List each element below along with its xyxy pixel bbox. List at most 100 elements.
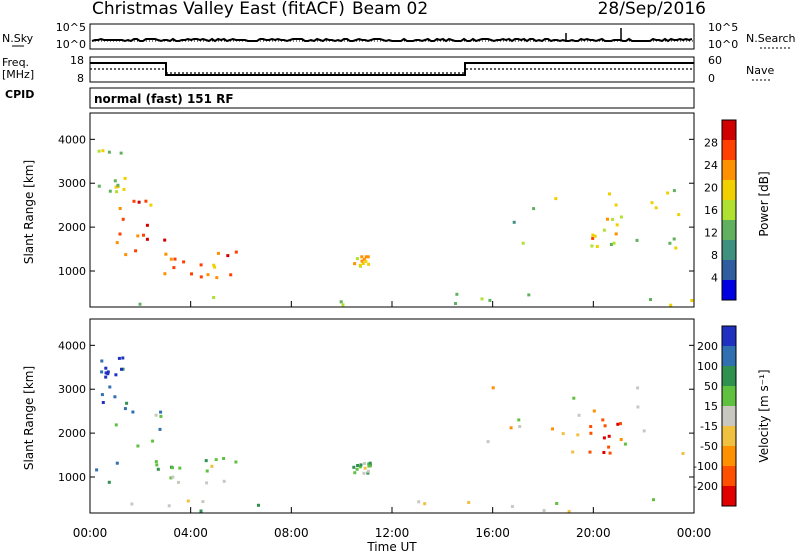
power-cell: [619, 215, 623, 219]
power-cell: [360, 259, 364, 263]
power-cell: [163, 272, 167, 276]
power-cell: [215, 276, 219, 280]
nave-series: [90, 68, 694, 74]
velocity-cell: [130, 502, 134, 506]
velocity-cell: [114, 373, 118, 377]
velocity-cell: [159, 410, 163, 414]
velocity-cell: [561, 432, 565, 436]
velocity-cell: [366, 469, 370, 473]
velocity-cell: [177, 480, 180, 484]
power-colorbar-label: Power [dB]: [757, 171, 771, 236]
x-tick-label: 00:00: [677, 526, 712, 540]
velocity-cell: [589, 431, 593, 435]
velocity-cell: [199, 509, 203, 513]
velocity-cells: [95, 356, 685, 513]
power-cell: [602, 228, 606, 232]
power-cell: [206, 273, 210, 277]
cpid-panel: [89, 87, 695, 109]
power-cell: [606, 217, 609, 221]
velocity-cell: [353, 471, 357, 475]
power-cell: [364, 255, 368, 259]
velocity-ytick-label: 2000: [58, 427, 86, 440]
power-cell: [134, 249, 138, 253]
power-cell: [113, 179, 117, 183]
power-colorbar-bin: [722, 280, 736, 301]
power-cell: [172, 266, 176, 270]
power-cell: [454, 302, 457, 305]
velocity-cell: [352, 465, 356, 469]
power-cell: [654, 206, 658, 210]
power-cell: [650, 201, 654, 205]
power-cell: [364, 259, 368, 263]
power-cell: [360, 255, 364, 259]
power-cell: [121, 217, 125, 221]
freq-tick-high: 18: [70, 54, 84, 67]
velocity-cell: [154, 413, 158, 417]
velocity-cell: [601, 418, 605, 422]
power-ytick-label: 3000: [58, 177, 86, 190]
power-cell: [97, 149, 101, 153]
power-cell: [212, 296, 216, 299]
power-ylabel: Slant Range [km]: [22, 160, 36, 264]
power-cell: [108, 189, 112, 193]
nave-tick-high: 60: [708, 54, 722, 67]
nsky-label: N.Sky: [2, 32, 34, 45]
velocity-cell: [155, 463, 159, 467]
velocity-cell: [115, 461, 119, 465]
station-title: Christmas Valley East (fitACF): [92, 0, 345, 19]
nsearch-label: N.Search: [746, 32, 796, 45]
power-colorbar-bin: [722, 120, 736, 141]
velocity-cell: [107, 480, 111, 484]
power-cell: [367, 262, 371, 266]
velocity-cell: [510, 505, 514, 508]
power-panel: 4000 3000 2000 1000 Slant Range [km] 28 24 20…: [22, 112, 771, 308]
power-cell: [614, 232, 618, 236]
power-cell: [669, 303, 673, 307]
velocity-cell: [100, 370, 104, 374]
power-cell: [145, 237, 149, 241]
power-cell: [591, 236, 595, 240]
cpid-label: CPID: [5, 88, 34, 101]
power-cell: [591, 233, 595, 237]
velocity-cell: [368, 461, 372, 465]
power-colorbar-tick: 24: [704, 159, 718, 172]
power-cell: [668, 241, 672, 245]
power-cell: [213, 265, 217, 269]
velocity-colorbar-bin: [722, 406, 736, 427]
velocity-cell: [509, 426, 513, 430]
velocity-cell: [178, 466, 182, 470]
power-cell: [353, 262, 357, 266]
velocity-cell: [486, 440, 490, 444]
power-cell: [229, 273, 233, 277]
power-cell: [199, 263, 203, 267]
velocity-cell: [210, 464, 214, 468]
velocity-cell: [201, 500, 205, 504]
velocity-cell: [355, 467, 359, 471]
velocity-cell: [106, 372, 110, 376]
velocity-cell: [518, 425, 522, 428]
velocity-cell: [542, 509, 546, 512]
velocity-colorbar-tick: 50: [704, 380, 718, 393]
velocity-colorbar-label: Velocity [m s⁻¹]: [757, 369, 771, 462]
x-tick-label: 00:00: [73, 526, 108, 540]
power-cell: [677, 213, 681, 217]
power-cell: [163, 238, 167, 242]
velocity-cell: [104, 375, 108, 379]
velocity-cell: [125, 401, 129, 405]
velocity-cell: [368, 464, 372, 468]
velocity-ylabel: Slant Range [km]: [22, 366, 36, 470]
velocity-cell: [572, 396, 576, 400]
power-colorbar-tick: 4: [711, 272, 718, 285]
power-cell: [355, 257, 359, 261]
power-cell: [666, 191, 670, 195]
velocity-cell: [567, 509, 571, 513]
power-cell: [595, 245, 599, 248]
velocity-cell: [108, 385, 112, 389]
power-cell: [182, 260, 186, 264]
time-axis-label: Time UT: [366, 540, 417, 554]
velocity-cell: [423, 502, 427, 506]
power-cell: [107, 150, 111, 154]
velocity-cell: [204, 459, 208, 463]
velocity-cell: [467, 501, 471, 504]
nsky-tick-low: 10^0: [56, 38, 86, 51]
